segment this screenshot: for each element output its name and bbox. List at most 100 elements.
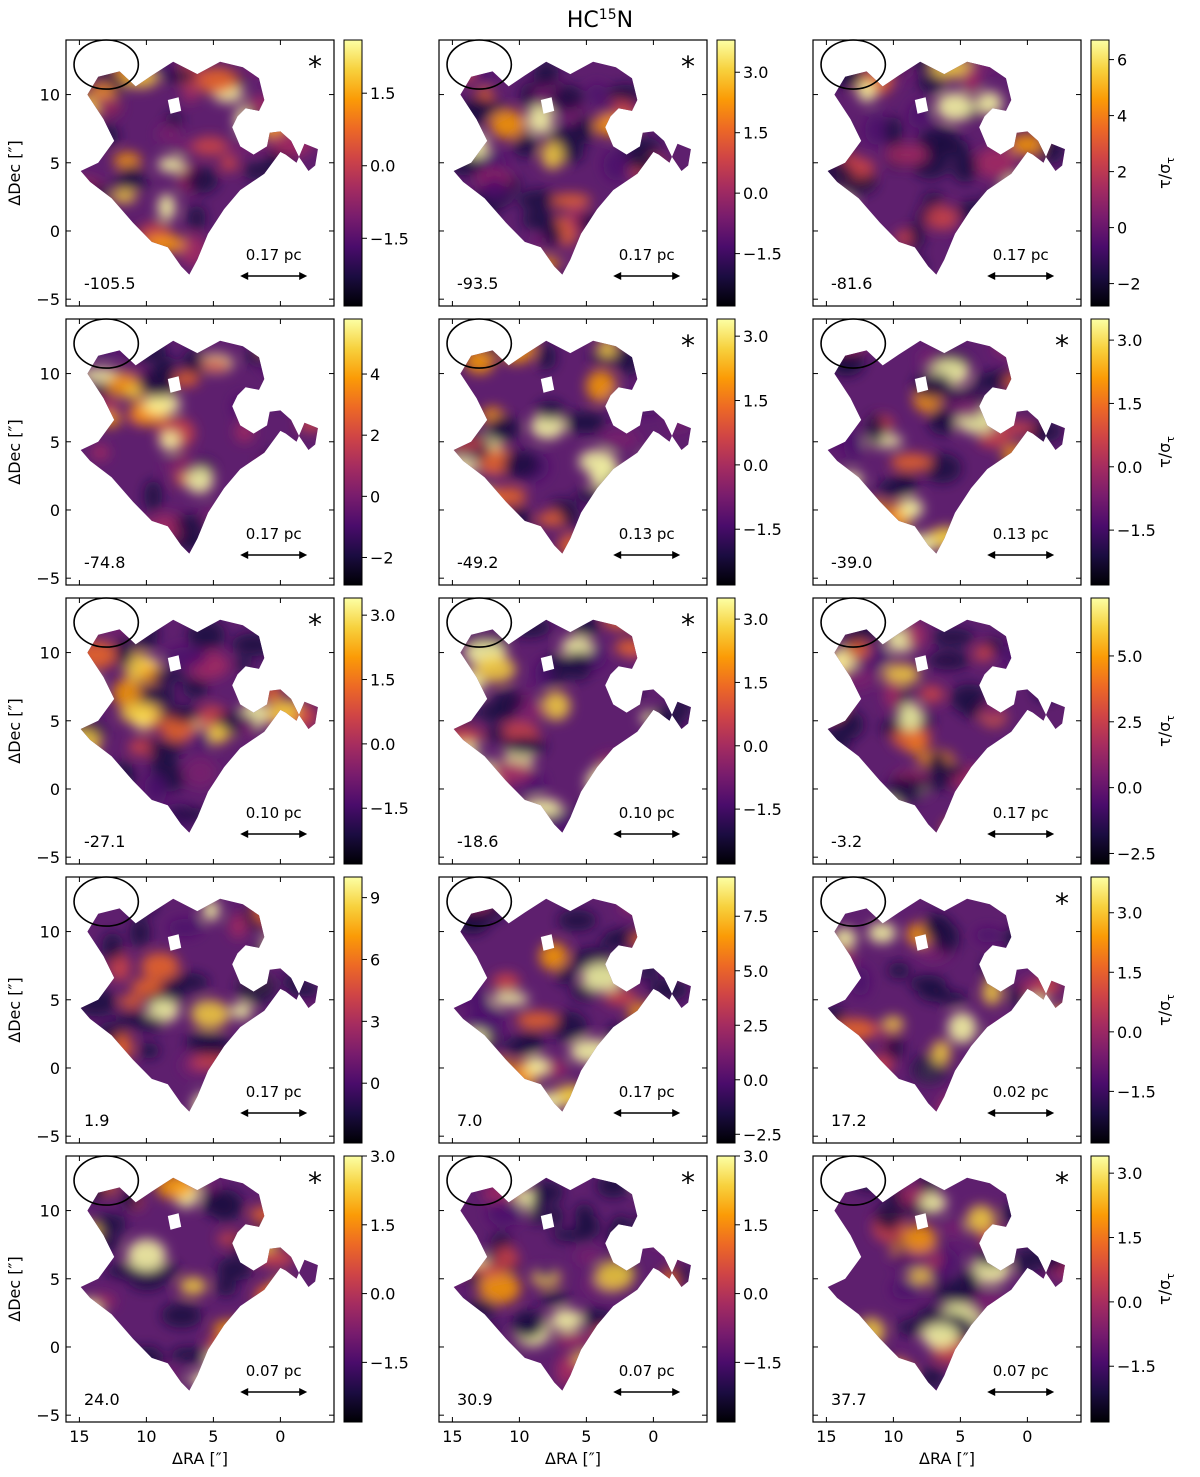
colorbar-tick-label: 1.5 bbox=[743, 392, 768, 411]
heatmap-blob bbox=[675, 176, 691, 206]
scale-arrowheads bbox=[240, 1109, 308, 1117]
velocity-label: -39.0 bbox=[831, 553, 872, 572]
heatmap-blob bbox=[465, 134, 489, 159]
scale-arrowheads bbox=[613, 551, 681, 559]
heatmap-blob bbox=[649, 1177, 676, 1195]
heatmap-blob bbox=[669, 414, 689, 431]
heatmap-blob bbox=[843, 487, 866, 502]
heatmap-blob bbox=[941, 1220, 969, 1236]
y-tick-label: −5 bbox=[36, 569, 60, 588]
heatmap-blob bbox=[612, 484, 645, 513]
heatmap-blob bbox=[619, 683, 642, 701]
heatmap-blob bbox=[161, 1302, 202, 1329]
heatmap-blob bbox=[282, 973, 304, 990]
x-tick-label: 0 bbox=[648, 1427, 658, 1446]
colorbar-tick-label: 1.5 bbox=[1117, 1229, 1142, 1248]
heatmap-blob bbox=[80, 1300, 102, 1327]
heatmap-blob bbox=[293, 474, 318, 490]
colorbar-tick-label: −1.5 bbox=[370, 1353, 409, 1372]
scale-label: 0.13 pc bbox=[619, 525, 675, 543]
beam-ellipse bbox=[446, 318, 513, 369]
heatmap-blob bbox=[80, 184, 111, 201]
heatmap-blob bbox=[954, 220, 978, 249]
x-tick-label: 0 bbox=[1022, 1427, 1032, 1446]
heatmap-blob bbox=[508, 619, 551, 638]
colorbar-tick-label: 4 bbox=[1117, 107, 1127, 126]
heatmap-blob bbox=[931, 1040, 951, 1065]
heatmap-blob bbox=[890, 453, 933, 471]
heatmap-blob bbox=[303, 932, 318, 962]
x-axis-label: ΔRA [″] bbox=[545, 1449, 601, 1468]
heatmap-blob bbox=[255, 1286, 286, 1316]
y-axis-label: ΔDec [″] bbox=[5, 419, 24, 484]
heatmap-blob bbox=[281, 183, 307, 199]
heatmap-blob bbox=[255, 1284, 282, 1307]
heatmap-map bbox=[453, 61, 691, 275]
scale-arrowheads bbox=[240, 1388, 308, 1396]
colorbar-tick-label: 2 bbox=[370, 426, 380, 445]
heatmap-blob bbox=[218, 1100, 262, 1112]
heatmap-blob bbox=[215, 1362, 244, 1391]
x-tick-label: 0 bbox=[275, 1427, 285, 1446]
heatmap-blob bbox=[966, 1205, 996, 1234]
heatmap-blob bbox=[265, 1296, 283, 1326]
heatmap-blob bbox=[236, 972, 276, 1005]
heatmap-blob bbox=[494, 1246, 519, 1270]
heatmap-blob bbox=[1031, 101, 1065, 120]
mask-hole bbox=[540, 376, 555, 393]
heatmap-blob bbox=[231, 633, 276, 657]
heatmap-blob bbox=[262, 683, 282, 703]
heatmap-blob bbox=[265, 1177, 307, 1191]
heatmap-blob bbox=[1032, 1017, 1065, 1038]
heatmap-blob bbox=[640, 947, 664, 966]
heatmap-blob bbox=[977, 431, 1012, 448]
colorbar-tick-label: 6 bbox=[370, 950, 380, 969]
heatmap-blob bbox=[643, 159, 666, 189]
heatmap-blob bbox=[98, 410, 122, 427]
heatmap-blob bbox=[885, 1360, 913, 1383]
heatmap-blob bbox=[222, 1328, 255, 1359]
heatmap-blob bbox=[589, 465, 626, 491]
colorbar-tick-label: 0.0 bbox=[1117, 1293, 1142, 1312]
heatmap-blob bbox=[840, 802, 876, 831]
beam-ellipse bbox=[820, 1155, 887, 1206]
heatmap-blob bbox=[640, 711, 660, 725]
mask-hole bbox=[914, 1213, 929, 1230]
x-tick-label: 10 bbox=[509, 1427, 529, 1446]
heatmap-blob bbox=[928, 408, 957, 436]
colorbar bbox=[343, 597, 363, 865]
heatmap-blob bbox=[211, 1345, 236, 1371]
y-tick-label: 0 bbox=[50, 1338, 60, 1357]
heatmap-blob bbox=[597, 102, 617, 117]
heatmap-blob bbox=[453, 767, 482, 790]
heatmap-blob bbox=[208, 1333, 245, 1356]
significance-marker: * bbox=[1055, 1166, 1069, 1199]
heatmap-blob bbox=[222, 1085, 239, 1101]
heatmap-blob bbox=[666, 749, 691, 776]
heatmap-blob bbox=[243, 61, 268, 78]
heatmap-blob bbox=[480, 175, 508, 201]
scale-label: 0.07 pc bbox=[993, 1362, 1049, 1380]
heatmap-blob bbox=[229, 913, 248, 939]
heatmap-blob bbox=[453, 783, 473, 806]
heatmap-blob bbox=[925, 206, 958, 230]
heatmap-blob bbox=[216, 1257, 253, 1281]
heatmap-blob bbox=[530, 413, 565, 440]
heatmap-blob bbox=[578, 1308, 614, 1328]
heatmap-blob bbox=[875, 1351, 895, 1373]
heatmap-blob bbox=[1040, 938, 1065, 966]
heatmap-blob bbox=[970, 1070, 992, 1088]
heatmap-blob bbox=[259, 341, 277, 360]
heatmap-blob bbox=[1049, 367, 1065, 383]
heatmap-blob bbox=[138, 1042, 160, 1059]
scale-arrowheads bbox=[987, 272, 1055, 280]
y-axis-label: ΔDec [″] bbox=[5, 698, 24, 763]
heatmap-blob bbox=[195, 535, 237, 554]
heatmap-blob bbox=[175, 534, 220, 551]
y-axis-label: ΔDec [″] bbox=[5, 1256, 24, 1321]
heatmap-blob bbox=[494, 1089, 528, 1112]
significance-marker: * bbox=[681, 608, 695, 641]
mask-hole bbox=[914, 934, 929, 951]
heatmap-blob bbox=[522, 798, 563, 817]
heatmap-blob bbox=[827, 1079, 850, 1095]
